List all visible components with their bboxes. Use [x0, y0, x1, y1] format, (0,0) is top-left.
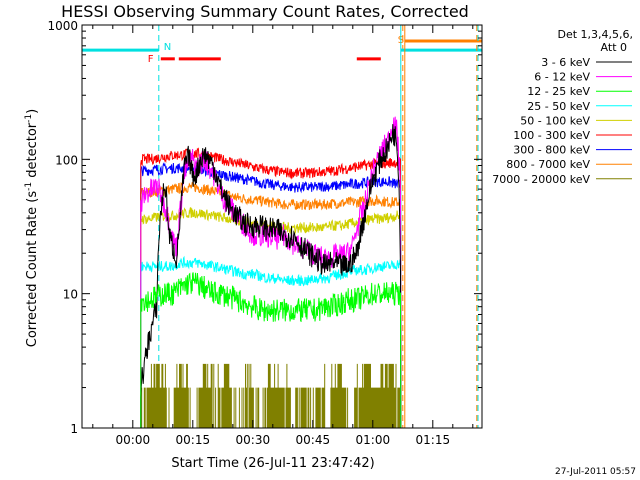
legend-label-5: 100 - 300 keV: [513, 129, 590, 142]
series-line-7: [140, 181, 402, 429]
axes-layer: 00:00 00:15 00:30 00:45 01:00 01:15 1 10 100 1000: [47, 19, 483, 447]
legend: Det 1,3,4,5,6,Att 0 3 - 6 keV 6 - 12 keV12…: [492, 28, 633, 186]
legend-label-3: 25 - 50 keV: [527, 100, 590, 113]
series-line-5: [140, 147, 402, 429]
x-tick-label-0: 00:00: [116, 433, 151, 447]
y-axis-label-sup2: -1: [24, 114, 34, 123]
series-line-8: [141, 363, 400, 428]
y-axis-label-end: ): [25, 109, 40, 114]
x-tick-label-2: 00:30: [236, 433, 271, 447]
y-axis-label-sup1: -1: [24, 182, 34, 191]
marker-label-f: F: [148, 54, 154, 65]
timestamp: 27-Jul-2011 05:57: [555, 467, 636, 477]
y-tick-label-0: 1: [70, 422, 78, 436]
series-line-2: [140, 272, 402, 429]
y-axis-label-main: Corrected Count Rate (s: [25, 191, 40, 348]
x-axis-label: Start Time (26-Jul-11 23:47:42): [171, 456, 374, 471]
x-tick-label-3: 00:45: [296, 433, 331, 447]
x-tick-label-5: 01:15: [416, 433, 451, 447]
marker-label-n: N: [164, 42, 171, 53]
legend-title-line-2: Att 0: [601, 41, 627, 54]
legend-label-1: 6 - 12 keV: [534, 71, 590, 84]
legend-label-6: 300 - 800 keV: [513, 144, 590, 157]
plot-frame: [81, 24, 483, 429]
legend-label-4: 50 - 100 keV: [520, 114, 590, 127]
legend-title-line-1: Det 1,3,4,5,6,: [557, 28, 633, 41]
y-tick-label-2: 100: [55, 153, 78, 167]
legend-label-7: 800 - 7000 keV: [506, 158, 590, 171]
series-line-0: [140, 124, 402, 429]
x-tick-label-4: 01:00: [356, 433, 391, 447]
chart-title: HESSI Observing Summary Count Rates, Cor…: [61, 2, 469, 21]
data-layer: NFS: [82, 25, 482, 429]
legend-label-8: 7000 - 20000 keV: [492, 173, 590, 186]
x-tick-label-1: 00:15: [176, 433, 211, 447]
y-tick-label-1: 10: [63, 288, 78, 302]
legend-label-0: 3 - 6 keV: [541, 56, 590, 69]
y-tick-label-3: 1000: [47, 19, 78, 33]
legend-label-2: 12 - 25 keV: [527, 85, 590, 98]
y-axis-label: Corrected Count Rate (s-1 detector-1): [24, 109, 40, 347]
series-line-3: [140, 255, 402, 429]
y-axis-label-mid: detector: [25, 122, 40, 182]
